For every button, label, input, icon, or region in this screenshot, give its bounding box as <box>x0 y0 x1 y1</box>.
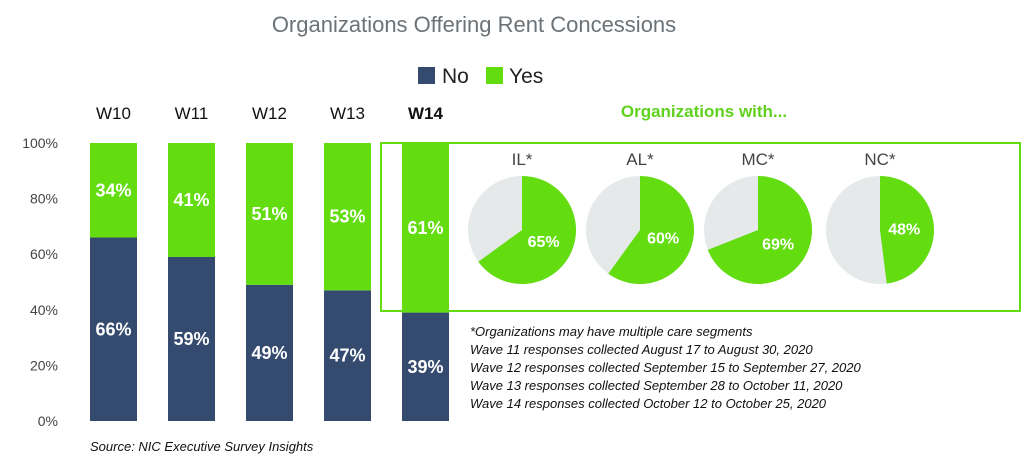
bar-value-label: 41% <box>173 190 209 210</box>
pie-slice-yes <box>880 176 934 284</box>
bar-no <box>402 312 449 421</box>
footnote-line: Wave 12 responses collected September 15… <box>470 360 861 375</box>
source-note: Source: NIC Executive Survey Insights <box>90 439 314 454</box>
footnotes: *Organizations may have multiple care se… <box>470 324 861 411</box>
legend-yes-swatch <box>486 67 503 84</box>
x-category-label: W10 <box>96 104 131 123</box>
pie-slice-yes <box>608 176 694 284</box>
bar-value-label: 66% <box>95 319 131 339</box>
pie-title: NC* <box>864 150 896 169</box>
pie-group: IL* 65% AL* 60% MC* 69% NC* 48% <box>468 150 934 285</box>
pie-value-label: 60% <box>647 231 679 248</box>
bar-value-label: 47% <box>329 346 365 366</box>
y-tick-label: 0% <box>38 413 58 429</box>
bar-value-label: 49% <box>251 343 287 363</box>
y-tick-label: 80% <box>30 191 58 207</box>
pie-slice-yes <box>707 176 812 285</box>
bar-yes <box>324 143 371 291</box>
bar-no <box>90 237 137 421</box>
y-tick-label: 20% <box>30 357 58 373</box>
pie-value-label: 69% <box>762 237 794 254</box>
bar-yes <box>90 143 137 238</box>
bar-yes <box>168 143 215 257</box>
chart-title: Organizations Offering Rent Concessions <box>272 12 676 37</box>
pie-title: AL* <box>626 150 654 169</box>
legend-yes-label: Yes <box>509 65 543 88</box>
legend: No Yes <box>418 65 543 88</box>
footnote-line: *Organizations may have multiple care se… <box>470 324 753 339</box>
legend-no-swatch <box>418 67 435 84</box>
x-category-label: W13 <box>330 104 365 123</box>
pie-value-label: 65% <box>528 234 560 251</box>
bar-yes <box>246 143 293 285</box>
y-tick-label: 100% <box>22 135 58 151</box>
x-category-label: W14 <box>408 104 444 123</box>
y-tick-label: 60% <box>30 246 58 262</box>
bar-no <box>246 284 293 421</box>
bar-no <box>168 256 215 421</box>
legend-no-label: No <box>442 65 469 88</box>
bar-yes <box>402 143 449 313</box>
pie-value-label: 48% <box>888 221 920 238</box>
bar-value-label: 61% <box>407 218 443 238</box>
footnote-line: Wave 13 responses collected September 28… <box>470 378 843 393</box>
bar-value-label: 39% <box>407 357 443 377</box>
bar-value-label: 34% <box>95 180 131 200</box>
footnote-line: Wave 14 responses collected October 12 t… <box>470 396 827 411</box>
y-tick-label: 40% <box>30 302 58 318</box>
bar-plot: W10 66% 34% W11 59% 41% W12 49% 51% W13 47% 53% W14 3… <box>90 104 449 421</box>
pie-panel-frame <box>380 142 1021 312</box>
x-category-label: W11 <box>175 104 209 123</box>
bar-value-label: 59% <box>173 329 209 349</box>
y-axis: 0% 20% 40% 60% 80% 100% <box>22 135 58 429</box>
pie-panel-title: Organizations with... <box>621 102 787 121</box>
footnote-line: Wave 11 responses collected August 17 to… <box>470 342 813 357</box>
pie-slice-yes <box>478 176 576 284</box>
bar-value-label: 53% <box>329 207 365 227</box>
x-category-label: W12 <box>252 104 287 123</box>
bar-no <box>324 290 371 421</box>
pie-title: MC* <box>741 150 774 169</box>
pie-title: IL* <box>512 150 533 169</box>
bar-value-label: 51% <box>251 204 287 224</box>
